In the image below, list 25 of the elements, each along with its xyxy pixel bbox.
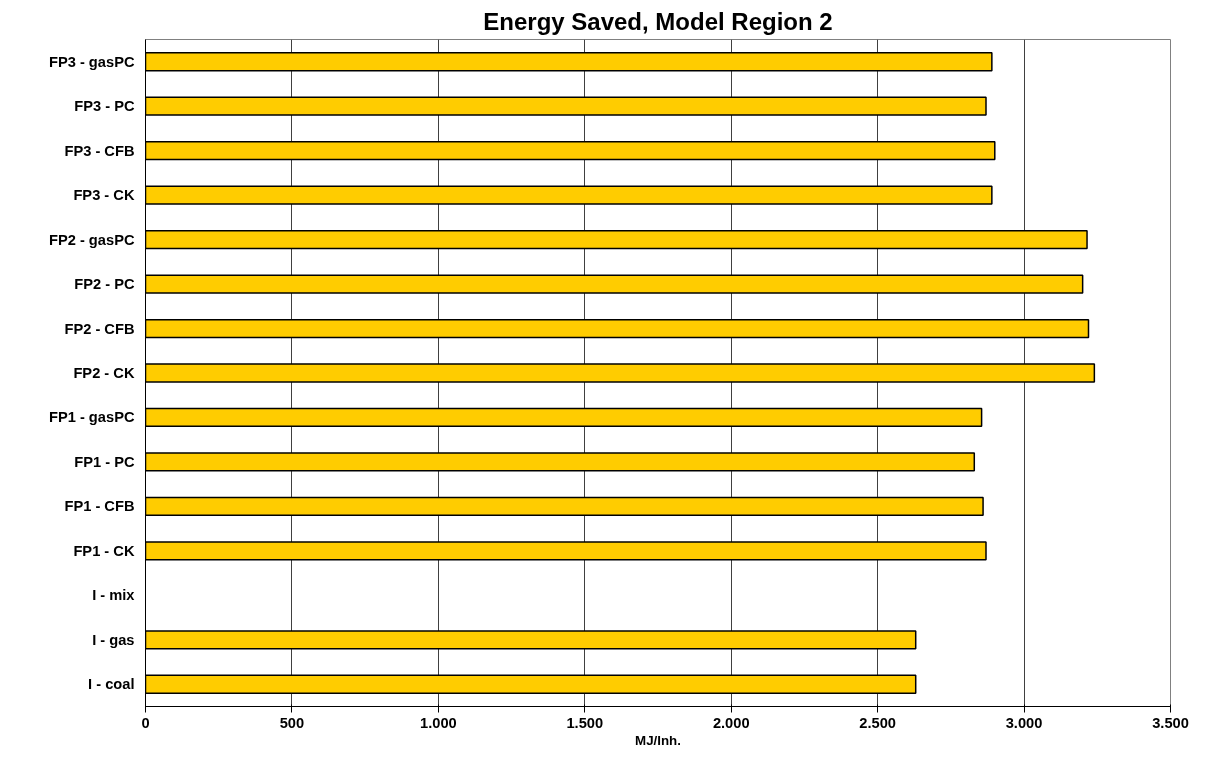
y-tick-label: FP2 - gasPC [48,231,135,248]
y-tick-label: FP1 - CFB [64,498,135,515]
x-tick-label: 3.000 [1005,714,1043,731]
y-tick-label: FP2 - PC [74,276,135,293]
y-tick-label: FP3 - PC [74,98,135,115]
x-tick-label: 2.000 [712,714,750,731]
y-tick-label: FP3 - CFB [64,142,135,159]
y-tick-label: I - coal [88,676,135,693]
y-tick-label: FP1 - PC [74,453,135,470]
chart-title: Energy Saved, Model Region 2 [483,7,833,35]
x-tick-label: 0 [141,714,150,731]
y-tick-label: FP1 - gasPC [48,409,135,426]
x-axis-title: MJ/Inh. [635,732,681,748]
x-tick-label: 500 [279,714,305,731]
y-tick-label: FP3 - CK [73,187,135,204]
y-tick-label: I - mix [92,587,136,604]
y-tick-label: I - gas [92,631,135,648]
x-tick-label: 1.500 [566,714,604,731]
x-tick-label: 1.000 [420,714,457,731]
y-tick-label: FP2 - CFB [64,320,135,337]
y-tick-label: FP2 - CK [73,365,135,381]
y-tick-label: FP1 - CK [73,542,135,559]
x-tick-label: 3.500 [1152,714,1189,731]
x-tick-label: 2.500 [859,714,896,731]
y-tick-label: FP3 - gasPC [48,53,135,70]
